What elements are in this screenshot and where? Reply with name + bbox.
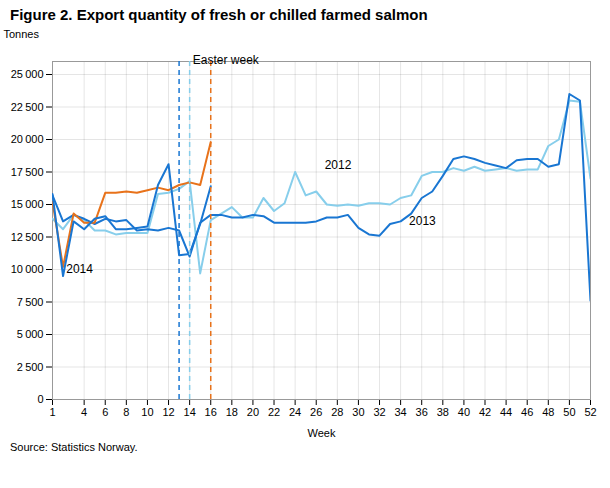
svg-text:12 500: 12 500 [11,231,44,243]
svg-text:50: 50 [563,406,575,418]
html-text:Source: Statistics Norway.: Source: Statistics Norway. [10,441,138,453]
svg-text:2014: 2014 [66,262,93,276]
svg-text:40: 40 [458,406,470,418]
svg-text:28: 28 [331,406,343,418]
svg-text:2 500: 2 500 [17,361,44,373]
svg-text:17 500: 17 500 [11,166,44,178]
svg-text:2012: 2012 [325,158,352,172]
svg-text:15 000: 15 000 [11,198,44,210]
svg-text:14: 14 [184,406,196,418]
svg-text:7 500: 7 500 [17,296,44,308]
svg-text:46: 46 [521,406,533,418]
svg-text:10 000: 10 000 [11,263,44,275]
svg-text:12: 12 [162,406,174,418]
svg-text:32: 32 [373,406,385,418]
svg-text:2013: 2013 [409,214,436,228]
svg-text:5 000: 5 000 [17,328,44,340]
svg-text:38: 38 [437,406,449,418]
svg-text:20 000: 20 000 [11,133,44,145]
svg-text:18: 18 [226,406,238,418]
svg-text:20: 20 [247,406,259,418]
svg-text:25 000: 25 000 [11,68,44,80]
svg-text:44: 44 [500,406,512,418]
svg-text:22: 22 [268,406,280,418]
svg-text:22 500: 22 500 [11,101,44,113]
svg-text:1: 1 [49,406,55,418]
svg-text:26: 26 [310,406,322,418]
svg-text:42: 42 [479,406,491,418]
svg-text:6: 6 [102,406,108,418]
svg-text:24: 24 [289,406,301,418]
svg-text:0: 0 [37,393,43,405]
svg-text:34: 34 [394,406,406,418]
svg-text:16: 16 [205,406,217,418]
html-text:Figure 2. Export quantity of f: Figure 2. Export quantity of fresh or ch… [10,6,428,23]
svg-text:Week: Week [308,427,336,439]
svg-text:Easter week: Easter week [193,53,260,67]
svg-text:8: 8 [123,406,129,418]
svg-text:4: 4 [81,406,87,418]
svg-text:Tonnes: Tonnes [4,28,40,40]
svg-text:48: 48 [542,406,554,418]
svg-text:52: 52 [584,406,596,418]
svg-text:36: 36 [416,406,428,418]
svg-text:30: 30 [352,406,364,418]
svg-text:10: 10 [141,406,153,418]
